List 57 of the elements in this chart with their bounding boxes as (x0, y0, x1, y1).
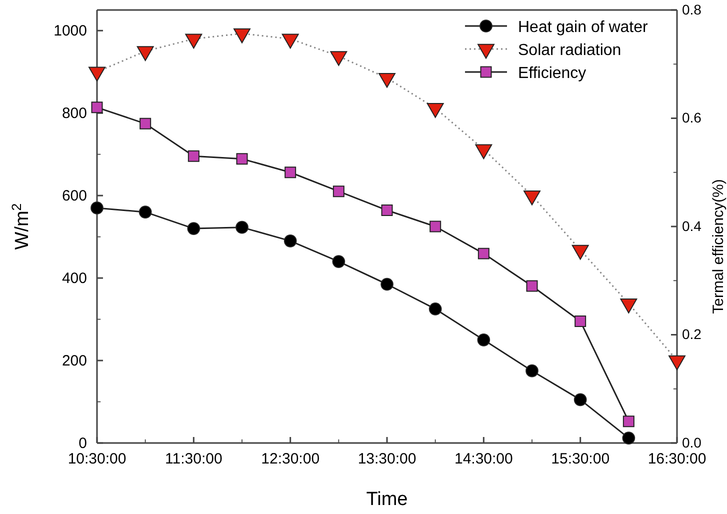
x-tick-label: 14:30:00 (454, 450, 513, 468)
point (622, 416, 634, 428)
point (187, 222, 200, 235)
point (136, 46, 154, 61)
y2-tick-label: 0.8 (682, 1, 702, 18)
point (140, 118, 152, 130)
point (284, 234, 297, 248)
point (284, 166, 296, 178)
legend-label: Solar radiation (518, 42, 622, 59)
point (236, 220, 248, 234)
point (88, 66, 106, 82)
point (574, 393, 587, 406)
x-axis-title: Time (366, 489, 408, 510)
point (234, 28, 250, 44)
legend-label: Heat gain of water (518, 19, 649, 36)
point (332, 255, 346, 268)
point (478, 248, 490, 260)
x-tick-label: 10:30:00 (68, 450, 126, 468)
x-tick-label: 13:30:00 (358, 450, 416, 468)
legend-label: Efficiency (518, 65, 586, 82)
point (430, 220, 442, 232)
point (91, 102, 103, 114)
x-tick-label: 16:30:00 (648, 450, 706, 468)
y2-tick-label: 0.2 (682, 326, 702, 342)
point (428, 302, 442, 316)
point (236, 153, 248, 165)
point (524, 190, 540, 206)
point (332, 186, 344, 198)
x-tick-label: 11:30:00 (165, 450, 222, 468)
point (330, 51, 348, 66)
point (90, 202, 104, 214)
point (380, 278, 394, 291)
point (138, 206, 152, 218)
point (378, 72, 396, 88)
y2-tick-label: 0.6 (682, 110, 702, 126)
x-tick-label: 15:30:00 (551, 450, 610, 468)
point (526, 280, 538, 292)
y-tick-label: 600 (62, 187, 87, 204)
y-tick-label: 1000 (54, 22, 87, 40)
point (282, 34, 299, 49)
point (381, 204, 393, 216)
point (185, 34, 202, 49)
point (477, 334, 490, 346)
y-tick-label: 200 (62, 352, 87, 370)
point (475, 144, 492, 160)
point (426, 103, 444, 118)
y-tick-label: 400 (62, 270, 87, 287)
point (574, 315, 586, 327)
y2-tick-label: 0.4 (682, 218, 702, 234)
point (526, 364, 538, 378)
y2-axis-title: Termal efficiency(%) (710, 179, 727, 314)
y2-tick-label: 0.0 (682, 434, 702, 450)
point (188, 150, 200, 162)
x-tick-label: 12:30:00 (261, 450, 320, 468)
y-tick-label: 800 (62, 104, 87, 122)
point (622, 432, 636, 444)
y-tick-label: 0 (78, 434, 87, 452)
